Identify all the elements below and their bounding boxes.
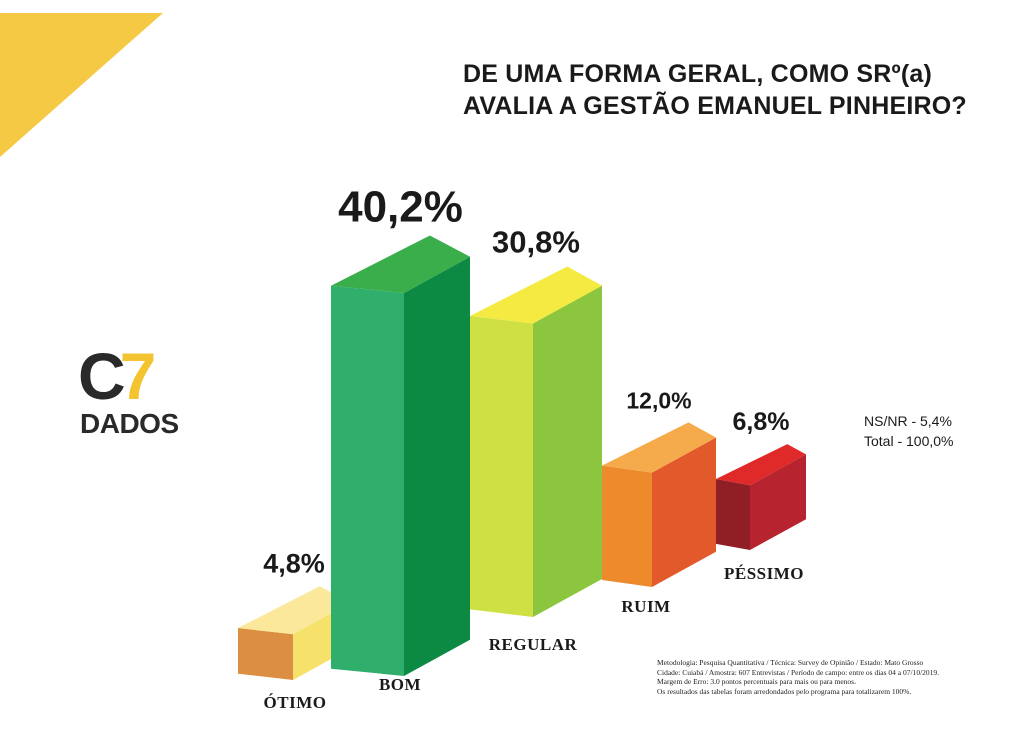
corner-decoration xyxy=(0,13,163,157)
bar-side-face xyxy=(533,285,602,617)
data-label: 12,0% xyxy=(626,387,691,413)
logo-c: C xyxy=(78,339,126,413)
logo-seven: 7 xyxy=(119,339,157,413)
bar-front-face xyxy=(716,479,750,550)
bar-front-face xyxy=(238,627,293,680)
bar-ótimo xyxy=(238,586,350,680)
bar-top-face xyxy=(331,235,470,293)
category-label: RUIM xyxy=(621,597,670,616)
data-label: 6,8% xyxy=(733,408,790,436)
methodology-line: Metodologia: Pesquisa Quantitativa / Téc… xyxy=(657,658,924,667)
data-label: 4,8% xyxy=(263,548,325,578)
side-notes: NS/NR - 5,4% Total - 100,0% xyxy=(864,411,954,451)
bar-side-face xyxy=(652,437,716,587)
methodology-line: Cidade: Cuiabá / Amostra: 607 Entrevista… xyxy=(657,667,940,677)
chart-title: DE UMA FORMA GERAL, COMO SRº(a) AVALIA A… xyxy=(463,58,967,122)
bar-front-face xyxy=(602,465,652,587)
bar-front-face xyxy=(470,315,533,617)
bar-top-face xyxy=(470,266,602,324)
bar-top-face xyxy=(238,586,350,635)
bar-péssimo xyxy=(716,444,806,550)
category-label: PÉSSIMO xyxy=(724,564,804,583)
bar-side-face xyxy=(404,256,470,676)
chart-title-line-1: DE UMA FORMA GERAL, COMO SRº(a) xyxy=(463,60,933,88)
category-label: BOM xyxy=(379,675,421,694)
bar-front-face xyxy=(331,285,404,676)
bar-regular xyxy=(470,266,602,617)
data-label: 30,8% xyxy=(492,225,580,260)
category-label: REGULAR xyxy=(489,635,578,654)
bar-top-face xyxy=(716,444,806,486)
methodology-line: Os resultados das tabelas foram arredond… xyxy=(657,686,912,696)
total-note: Total - 100,0% xyxy=(864,433,954,449)
bar-side-face xyxy=(750,454,806,550)
logo-c7: C7 xyxy=(78,339,157,413)
logo-dados: DADOS xyxy=(80,408,179,439)
corner-triangle xyxy=(0,13,163,157)
methodology-notes: Metodologia: Pesquisa Quantitativa / Téc… xyxy=(657,658,1007,696)
c7-dados-logo: C7 DADOS xyxy=(78,340,198,448)
bar-ruim xyxy=(602,422,716,587)
category-label: ÓTIMO xyxy=(264,693,327,712)
bar-bom xyxy=(331,235,470,676)
methodology-line: Margem de Erro: 3.0 pontos percentuais p… xyxy=(657,677,856,686)
chart-title-line-2: AVALIA A GESTÃO EMANUEL PINHEIRO? xyxy=(463,92,967,120)
bar-top-face xyxy=(602,422,716,473)
data-label: 40,2% xyxy=(338,183,463,232)
nsnr-note: NS/NR - 5,4% xyxy=(864,413,952,429)
